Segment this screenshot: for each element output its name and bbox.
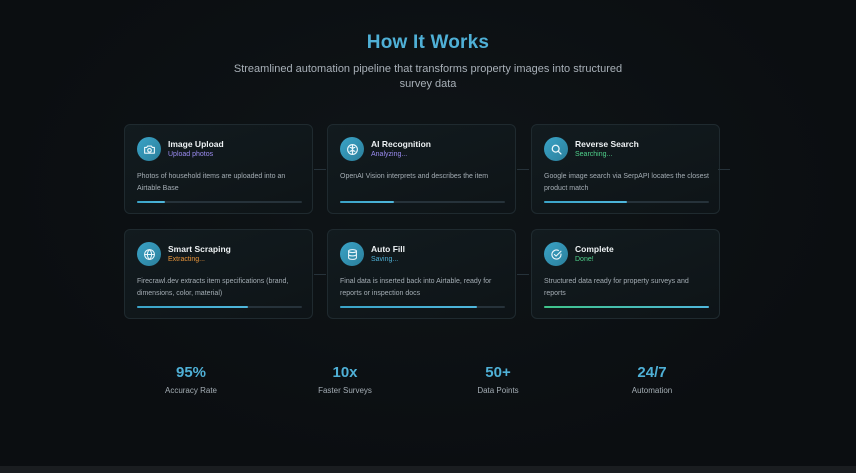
check-circle-icon (544, 242, 568, 266)
section-subtitle: Streamlined automation pipeline that tra… (233, 63, 623, 90)
step-progress-fill (340, 201, 395, 203)
database-icon (340, 242, 364, 266)
step-progress-track (137, 306, 302, 308)
step-title: AI Recognition (371, 139, 431, 149)
step-progress-fill (137, 306, 248, 308)
stat-accuracy-rate: 95% Accuracy Rate (131, 364, 251, 395)
step-title: Reverse Search (575, 139, 639, 149)
stat-automation: 24/7 Automation (592, 364, 712, 395)
step-status: Saving... (371, 256, 399, 263)
search-icon (544, 137, 568, 161)
section-title: How It Works (366, 32, 490, 53)
step-card-ai-recognition: AI Recognition Analyzing... OpenAI Visio… (327, 124, 516, 214)
step-connector (718, 169, 730, 170)
step-title: Smart Scraping (168, 244, 231, 254)
step-progress-fill (544, 201, 627, 203)
brain-icon (340, 137, 364, 161)
step-card-smart-scraping: Smart Scraping Extracting... Firecrawl.d… (124, 229, 313, 319)
stat-label: Data Points (477, 386, 519, 395)
step-title: Auto Fill (371, 244, 405, 254)
step-title: Image Upload (168, 139, 224, 149)
step-status: Upload photos (168, 151, 214, 158)
step-connector (314, 274, 326, 275)
stat-value: 10x (332, 364, 358, 381)
step-description: Final data is inserted back into Airtabl… (340, 278, 492, 297)
step-connector (517, 274, 529, 275)
step-description: Google image search via SerpAPI locates … (544, 173, 709, 192)
step-status: Extracting... (168, 256, 205, 263)
stat-value: 50+ (485, 364, 511, 381)
step-progress-fill (340, 306, 477, 308)
step-progress-fill (544, 306, 709, 308)
step-progress-track (544, 306, 709, 308)
step-connector (517, 169, 529, 170)
stat-faster-surveys: 10x Faster Surveys (285, 364, 405, 395)
stat-value: 24/7 (637, 364, 667, 381)
step-description: Photos of household items are uploaded i… (137, 173, 286, 192)
stat-label: Accuracy Rate (164, 386, 218, 395)
step-progress-track (340, 306, 505, 308)
step-status: Analyzing... (371, 151, 408, 158)
stat-label: Faster Surveys (318, 386, 372, 395)
globe-icon (137, 242, 161, 266)
stat-value: 95% (175, 364, 207, 381)
step-progress-track (137, 201, 302, 203)
step-card-complete: Complete Done! Structured data ready for… (531, 229, 720, 319)
step-card-auto-fill: Auto Fill Saving... Final data is insert… (327, 229, 516, 319)
step-card-reverse-search: Reverse Search Searching... Google image… (531, 124, 720, 214)
step-card-image-upload: Image Upload Upload photos Photos of hou… (124, 124, 313, 214)
step-progress-track (340, 201, 505, 203)
stat-data-points: 50+ Data Points (438, 364, 558, 395)
step-status: Done! (575, 256, 594, 263)
step-progress-track (544, 201, 709, 203)
camera-icon (137, 137, 161, 161)
step-description: Structured data ready for property surve… (544, 278, 689, 297)
bottom-scroll-bar (0, 466, 856, 473)
step-description: OpenAI Vision interprets and describes t… (340, 173, 489, 180)
stat-label: Automation (631, 386, 673, 395)
step-title: Complete (575, 244, 614, 254)
step-description: Firecrawl.dev extracts item specificatio… (137, 278, 289, 297)
step-status: Searching... (575, 151, 613, 158)
step-connector (314, 169, 326, 170)
step-progress-fill (137, 201, 166, 203)
